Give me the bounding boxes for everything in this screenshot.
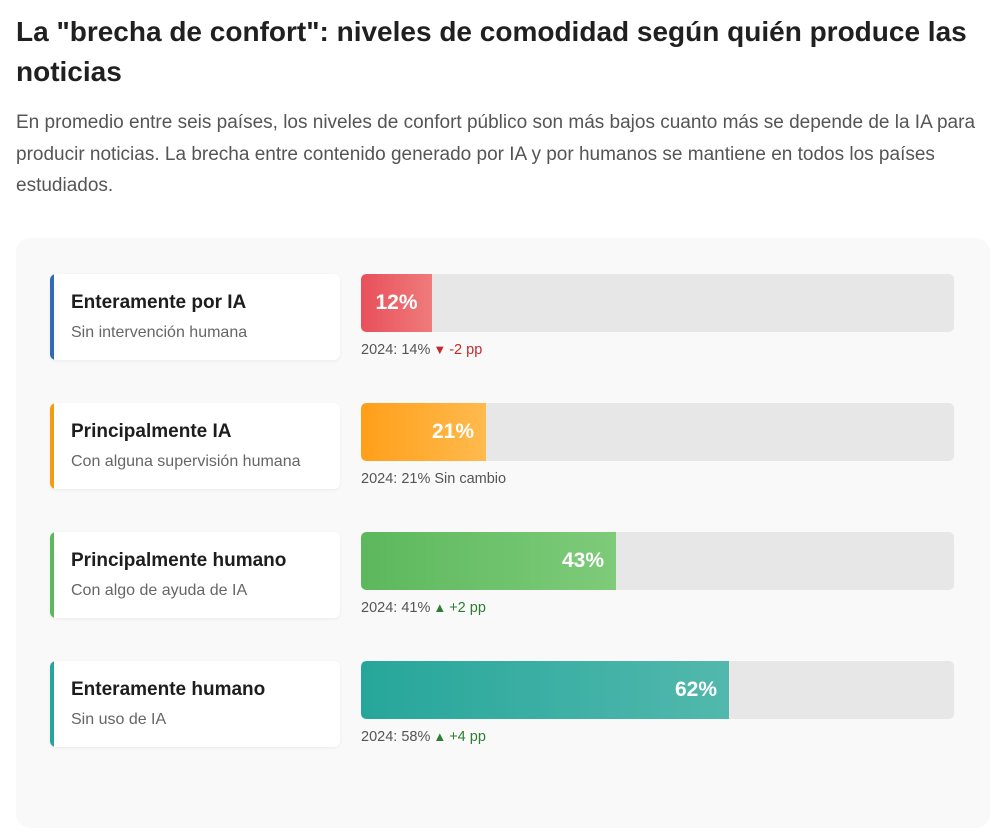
- bar-track: 21%: [361, 403, 954, 461]
- bar-row: Enteramente por IA Sin intervención huma…: [16, 238, 990, 360]
- bar-fill: [361, 274, 432, 332]
- bar-track: 43%: [361, 532, 954, 590]
- bar-row: Principalmente humano Con algo de ayuda …: [16, 496, 990, 618]
- category-label-card: Principalmente IA Con alguna supervisión…: [50, 403, 340, 489]
- bar-track: 12%: [361, 274, 954, 332]
- change-value: Sin cambio: [434, 471, 507, 487]
- category-label-card: Enteramente por IA Sin intervención huma…: [50, 274, 340, 360]
- bar-value-label: 12%: [375, 291, 418, 314]
- chart-panel: Enteramente por IA Sin intervención huma…: [16, 238, 990, 828]
- category-label-card: Principalmente humano Con algo de ayuda …: [50, 532, 340, 618]
- chart-subtitle: En promedio entre seis países, los nivel…: [16, 112, 976, 196]
- category-label-card: Enteramente humano Sin uso de IA: [50, 661, 340, 747]
- category-description: Sin uso de IA: [71, 711, 167, 728]
- category-description: Sin intervención humana: [71, 324, 248, 341]
- change-triangle-icon: ▼: [433, 342, 447, 357]
- category-title: Principalmente humano: [71, 550, 287, 571]
- category-accent-bar: [50, 661, 54, 747]
- category-title: Principalmente IA: [71, 421, 232, 442]
- comparison-line: 2024: 41% ▲ +2 pp: [361, 600, 486, 616]
- bar-fill: [361, 532, 616, 590]
- category-title: Enteramente humano: [71, 679, 266, 700]
- bar-fill: [361, 403, 486, 461]
- bar-row: Enteramente humano Sin uso de IA 62% 202…: [16, 625, 990, 747]
- previous-year-value: 2024: 58%: [361, 729, 431, 745]
- change-triangle-icon: ▲: [433, 729, 447, 744]
- chart-title: La "brecha de confort": niveles de comod…: [16, 16, 967, 87]
- previous-year-value: 2024: 21%: [361, 471, 431, 487]
- bar-value-label: 43%: [561, 549, 604, 572]
- change-value: -2 pp: [449, 342, 483, 358]
- category-accent-bar: [50, 532, 54, 618]
- change-triangle-icon: ▲: [433, 600, 447, 615]
- bar-track: 62%: [361, 661, 954, 719]
- previous-year-value: 2024: 41%: [361, 600, 431, 616]
- comparison-line: 2024: 14% ▼ -2 pp: [361, 342, 482, 358]
- change-value: +2 pp: [449, 600, 486, 616]
- change-value: +4 pp: [449, 729, 486, 745]
- comparison-line: 2024: 21% Sin cambio: [361, 471, 506, 487]
- bar-row: Principalmente IA Con alguna supervisión…: [16, 367, 990, 489]
- category-description: Con algo de ayuda de IA: [71, 582, 248, 599]
- category-accent-bar: [50, 274, 54, 360]
- category-description: Con alguna supervisión humana: [71, 453, 301, 470]
- bar-value-label: 21%: [431, 420, 474, 443]
- previous-year-value: 2024: 14%: [361, 342, 431, 358]
- comparison-line: 2024: 58% ▲ +4 pp: [361, 729, 486, 745]
- bar-value-label: 62%: [674, 678, 717, 701]
- bar-fill: [361, 661, 729, 719]
- category-title: Enteramente por IA: [71, 292, 247, 313]
- category-accent-bar: [50, 403, 54, 489]
